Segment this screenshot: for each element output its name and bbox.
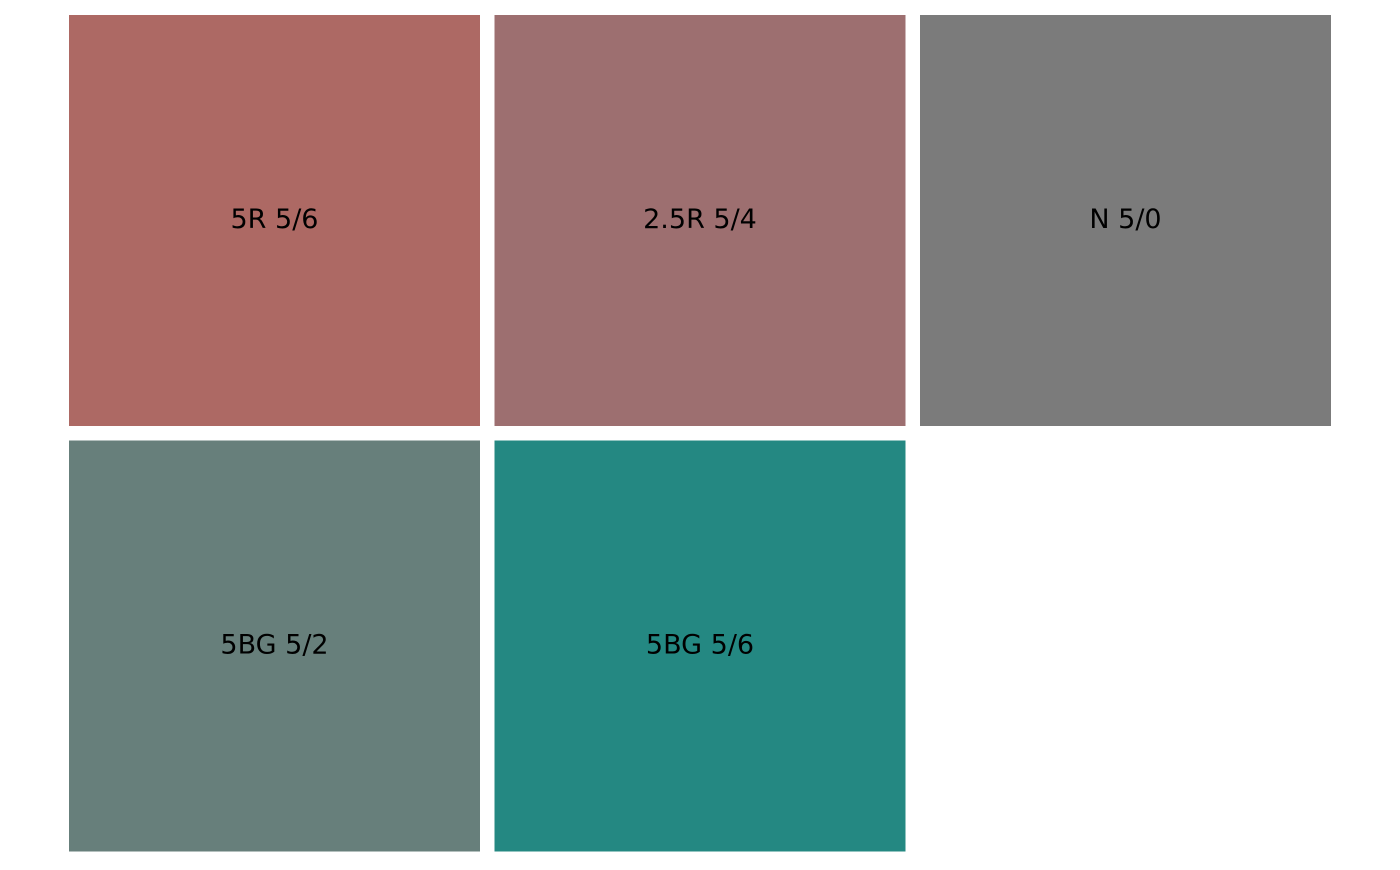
swatch [69, 15, 480, 426]
swatch-label: 5R 5/6 [231, 204, 319, 235]
swatch [494, 15, 906, 426]
swatch-label: N 5/0 [1089, 204, 1161, 235]
swatch [69, 440, 480, 852]
swatch-label: 2.5R 5/4 [643, 204, 757, 235]
swatch [920, 15, 1331, 426]
swatch [494, 440, 906, 852]
swatch-label: 5BG 5/2 [220, 630, 328, 661]
swatch-label: 5BG 5/6 [646, 630, 754, 661]
